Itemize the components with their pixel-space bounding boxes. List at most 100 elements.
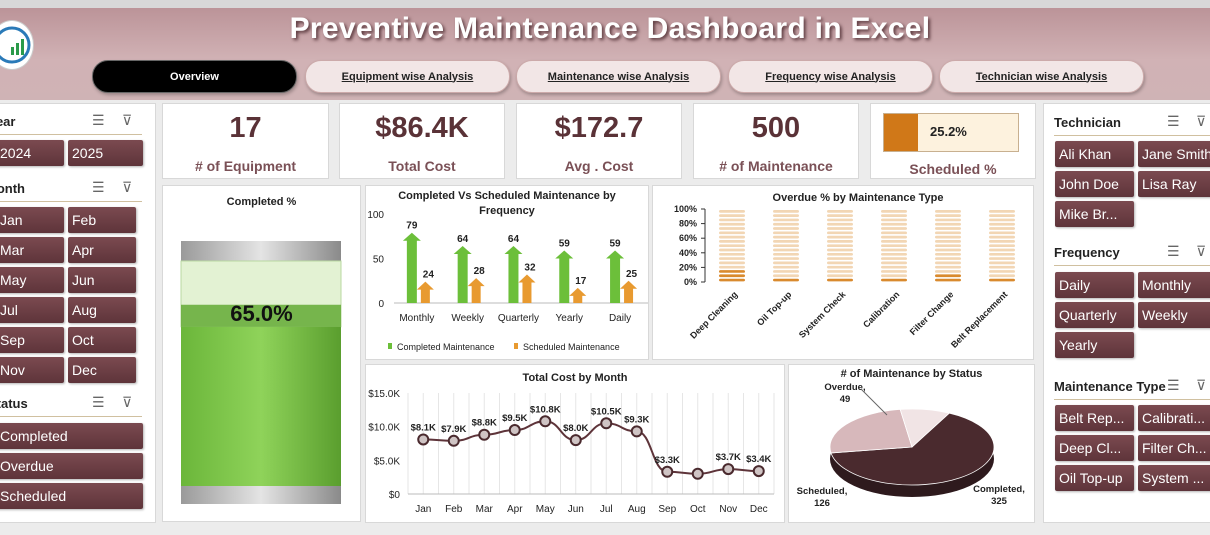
slicer-month-mar[interactable]: Mar [0, 237, 64, 263]
slicer-status-completed[interactable]: Completed [0, 423, 143, 449]
slicer-month-jan[interactable]: Jan [0, 207, 64, 233]
bar-stripe [719, 261, 745, 265]
bar-stripe [935, 227, 961, 230]
bar-stripe [827, 270, 853, 273]
slicer-technician-lisa-ray[interactable]: Lisa Ray [1138, 171, 1210, 197]
slicer-frequency-yearly[interactable]: Yearly [1055, 332, 1134, 358]
clear-filter-icon[interactable]: ⊽ [122, 394, 133, 410]
bar-stripe [935, 270, 961, 273]
multi-select-icon[interactable]: ☰ [1167, 377, 1180, 393]
pie-slice-completed [830, 412, 995, 486]
slicer-month-nov[interactable]: Nov [0, 357, 64, 383]
slicer-year-2024[interactable]: 2024 [0, 140, 64, 166]
slicer-month-sep[interactable]: Sep [0, 327, 64, 353]
kpi-maintenance-card: 500 # of Maintenance [693, 103, 859, 179]
bar-stripe [773, 210, 799, 213]
slicer-technician-ali-khan[interactable]: Ali Khan [1055, 141, 1134, 167]
bar-stripe [989, 210, 1015, 213]
bar-stripe [935, 278, 961, 282]
slicer-technician-jane-smith[interactable]: Jane Smith [1138, 141, 1210, 167]
slicer-month-oct[interactable]: Oct [68, 327, 136, 353]
slicer-month-apr[interactable]: Apr [68, 237, 136, 263]
bar-stripe [881, 227, 907, 230]
data-label: $9.3K [624, 414, 649, 425]
kpi-total-cost-label: Total Cost [388, 158, 456, 174]
slicer-maintenance-type-belt-rep[interactable]: Belt Rep... [1055, 405, 1134, 431]
bar-stripe [827, 257, 853, 260]
y-tick-label: $5.0K [374, 456, 400, 467]
slicer-status-overdue[interactable]: Overdue [0, 453, 143, 479]
kpi-total-cost-value: $86.4K [375, 112, 469, 144]
data-label: 79 [406, 221, 418, 232]
clear-filter-icon[interactable]: ⊽ [122, 112, 133, 128]
bar-stripe [719, 274, 745, 278]
cylinder-fill-top [181, 304, 341, 327]
bar-stripe [881, 261, 907, 265]
slicer-maintenance-type-filter-ch[interactable]: Filter Ch... [1138, 435, 1210, 461]
slicer-maintenance-type-deep-cl[interactable]: Deep Cl... [1055, 435, 1134, 461]
clear-filter-icon[interactable]: ⊽ [1196, 113, 1207, 129]
y-tick-label: 40% [679, 248, 697, 258]
bar-stripe [881, 252, 907, 256]
bar-arrow-scheduled [518, 274, 536, 283]
multi-select-icon[interactable]: ☰ [92, 394, 105, 410]
tab-equipment-wise-analysis[interactable]: Equipment wise Analysis [305, 60, 510, 93]
maintenance-status-panel: # of Maintenance by Status Completed, 325… [788, 364, 1035, 523]
bar-stripe [935, 240, 961, 243]
slicer-frequency-daily[interactable]: Daily [1055, 272, 1134, 298]
slicer-technician-john-doe[interactable]: John Doe [1055, 171, 1134, 197]
bar-stripe [773, 252, 799, 256]
tab-overview[interactable]: Overview [92, 60, 297, 93]
chart-title: Overdue % by Maintenance Type [772, 192, 944, 204]
data-point [539, 415, 552, 428]
bar-stripe [989, 261, 1015, 265]
slicer-month-jul[interactable]: Jul [0, 297, 64, 323]
bar-stripe [773, 231, 799, 235]
bar-stripe [827, 214, 853, 217]
clear-filter-icon[interactable]: ⊽ [1196, 377, 1207, 393]
multi-select-icon[interactable]: ☰ [92, 179, 105, 195]
clear-filter-icon[interactable]: ⊽ [122, 179, 133, 195]
data-label: 24 [423, 270, 435, 281]
slicer-maintenance-type-calibrati[interactable]: Calibrati... [1138, 405, 1210, 431]
bar-stripe [719, 218, 745, 222]
pie-data-label: Overdue, 49 [824, 382, 865, 405]
x-tick-label: Filter Change [908, 289, 956, 337]
bar-stripe [719, 214, 745, 217]
slicer-month-aug[interactable]: Aug [68, 297, 136, 323]
multi-select-icon[interactable]: ☰ [1167, 243, 1180, 259]
bar-stripe [881, 274, 907, 278]
completed-percent-value: 65.0% [230, 301, 293, 326]
slicer-frequency-monthly[interactable]: Monthly [1138, 272, 1210, 298]
clear-filter-icon[interactable]: ⊽ [1196, 243, 1207, 259]
kpi-scheduled-label: Scheduled % [909, 161, 997, 177]
slicer-technician-mike-br[interactable]: Mike Br... [1055, 201, 1134, 227]
slicer-month-feb[interactable]: Feb [68, 207, 136, 233]
y-tick-label: $10.0K [368, 423, 400, 434]
slicer-month-may[interactable]: May [0, 267, 64, 293]
tab-maintenance-wise-analysis[interactable]: Maintenance wise Analysis [516, 60, 721, 93]
slicer-frequency-quarterly[interactable]: Quarterly [1055, 302, 1134, 328]
bar-stripe [773, 265, 799, 269]
bar-stripe [881, 235, 907, 239]
slicer-year-2025[interactable]: 2025 [68, 140, 143, 166]
completed-vs-scheduled-chart: 0 50 100 79 24 Monthly 64 28 Weekly 64 32 Quarterly… [367, 210, 648, 352]
slicer-maintenance-type-oil-top-up[interactable]: Oil Top-up [1055, 465, 1134, 491]
slicer-status-scheduled[interactable]: Scheduled [0, 483, 143, 509]
tab-technician-wise-analysis[interactable]: Technician wise Analysis [939, 60, 1144, 93]
multi-select-icon[interactable]: ☰ [1167, 113, 1180, 129]
slicer-month-jun[interactable]: Jun [68, 267, 136, 293]
slicer-frequency-weekly[interactable]: Weekly [1138, 302, 1210, 328]
multi-select-icon[interactable]: ☰ [92, 112, 105, 128]
slicer-divider [1054, 265, 1210, 266]
y-tick-label: 20% [679, 262, 697, 272]
tab-frequency-wise-analysis[interactable]: Frequency wise Analysis [728, 60, 933, 93]
bar-stripe [881, 214, 907, 217]
bar-stripe [935, 244, 961, 248]
bar-stripe [989, 244, 1015, 248]
slicer-month-dec[interactable]: Dec [68, 357, 136, 383]
slicer-maintenance-type-title: Maintenance Type [1054, 379, 1166, 394]
bar-stripe [935, 265, 961, 269]
slicer-maintenance-type-system[interactable]: System ... [1138, 465, 1210, 491]
bar-arrow-completed [504, 246, 523, 255]
